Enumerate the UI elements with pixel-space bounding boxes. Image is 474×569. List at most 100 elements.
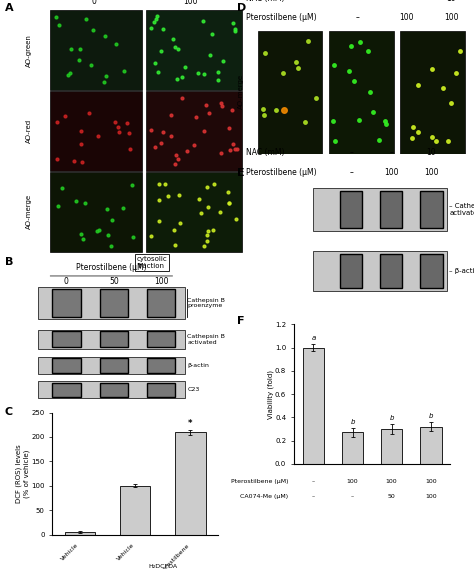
Text: – β-actin: – β-actin	[449, 268, 474, 274]
Text: NAC (mM): NAC (mM)	[246, 0, 285, 3]
Text: 100: 100	[386, 479, 398, 484]
FancyBboxPatch shape	[147, 383, 175, 397]
Text: 100: 100	[384, 168, 399, 178]
Text: 100: 100	[425, 494, 437, 500]
Y-axis label: Viability (fold): Viability (fold)	[267, 369, 273, 419]
FancyBboxPatch shape	[147, 358, 175, 373]
FancyBboxPatch shape	[100, 358, 128, 373]
FancyBboxPatch shape	[38, 330, 185, 348]
Text: b: b	[350, 419, 355, 425]
Text: AO-merge: AO-merge	[26, 194, 32, 229]
Text: –: –	[312, 479, 315, 484]
Text: cytosolic
fraction: cytosolic fraction	[137, 256, 167, 269]
Text: AO-merge: AO-merge	[238, 73, 244, 109]
Text: Pterostilbene (μM): Pterostilbene (μM)	[230, 479, 288, 484]
Text: Vehicle: Vehicle	[116, 543, 135, 562]
FancyBboxPatch shape	[400, 31, 465, 154]
Text: 0: 0	[92, 0, 97, 6]
Y-axis label: DCF (ROS) levels
(% of vehicle): DCF (ROS) levels (% of vehicle)	[16, 444, 29, 503]
Text: 50: 50	[109, 278, 118, 286]
Text: 50: 50	[388, 494, 395, 500]
Text: β-actin: β-actin	[187, 363, 209, 368]
Bar	[175, 432, 206, 535]
FancyBboxPatch shape	[420, 254, 443, 288]
Bar	[64, 533, 95, 535]
Text: b: b	[390, 415, 394, 421]
Text: A: A	[5, 3, 13, 13]
FancyBboxPatch shape	[100, 383, 128, 397]
Text: 10: 10	[427, 149, 436, 158]
Text: –: –	[405, 0, 409, 3]
Text: H₂DCFDA: H₂DCFDA	[148, 564, 177, 569]
Text: 100: 100	[346, 479, 358, 484]
FancyBboxPatch shape	[52, 289, 81, 318]
FancyBboxPatch shape	[38, 381, 185, 398]
FancyBboxPatch shape	[380, 254, 402, 288]
FancyBboxPatch shape	[146, 172, 242, 252]
FancyBboxPatch shape	[38, 287, 185, 319]
Text: b: b	[428, 413, 433, 419]
Text: –: –	[349, 149, 353, 158]
Text: – Cathepsin B
activated: – Cathepsin B activated	[449, 203, 474, 216]
Text: –: –	[389, 149, 393, 158]
FancyBboxPatch shape	[146, 91, 242, 171]
FancyBboxPatch shape	[38, 357, 185, 374]
Text: –: –	[356, 0, 360, 3]
FancyBboxPatch shape	[50, 10, 142, 90]
Text: –: –	[349, 168, 353, 178]
Text: 100: 100	[424, 168, 438, 178]
Bar	[420, 427, 441, 464]
Text: 100: 100	[400, 13, 414, 22]
Text: B: B	[5, 257, 13, 267]
Text: a: a	[311, 335, 316, 341]
FancyBboxPatch shape	[100, 289, 128, 318]
FancyBboxPatch shape	[52, 383, 81, 397]
Bar	[120, 486, 150, 535]
FancyBboxPatch shape	[100, 331, 128, 347]
Text: 100: 100	[444, 13, 459, 22]
Text: 100: 100	[183, 0, 197, 6]
FancyBboxPatch shape	[313, 251, 447, 291]
Text: AO-red: AO-red	[26, 119, 32, 143]
FancyBboxPatch shape	[340, 191, 362, 228]
FancyBboxPatch shape	[258, 31, 322, 154]
FancyBboxPatch shape	[147, 289, 175, 318]
FancyBboxPatch shape	[313, 188, 447, 231]
Text: NAC (mM): NAC (mM)	[246, 149, 285, 158]
Text: Pterostilbene (μM): Pterostilbene (μM)	[76, 263, 146, 272]
FancyBboxPatch shape	[329, 31, 393, 154]
Text: AO-green: AO-green	[26, 34, 32, 67]
FancyBboxPatch shape	[50, 91, 142, 171]
Text: Pterostilbene (μM): Pterostilbene (μM)	[246, 13, 317, 22]
FancyBboxPatch shape	[146, 10, 242, 90]
Text: 0: 0	[64, 278, 69, 286]
FancyBboxPatch shape	[340, 254, 362, 288]
Text: –: –	[312, 494, 315, 500]
FancyBboxPatch shape	[147, 331, 175, 347]
Bar	[381, 429, 402, 464]
Text: C: C	[5, 407, 13, 417]
FancyBboxPatch shape	[380, 191, 402, 228]
Text: 100: 100	[154, 278, 168, 286]
Text: Pterostilbene: Pterostilbene	[157, 543, 191, 569]
Text: C23: C23	[187, 387, 200, 392]
Text: Pterostilbene (μM): Pterostilbene (μM)	[246, 168, 317, 178]
FancyBboxPatch shape	[50, 172, 142, 252]
Text: –: –	[356, 13, 360, 22]
FancyBboxPatch shape	[420, 191, 443, 228]
Bar	[342, 432, 363, 464]
Bar	[303, 348, 324, 464]
Text: Cathepsin B
proenzyme: Cathepsin B proenzyme	[187, 298, 225, 308]
Text: D: D	[237, 3, 246, 13]
FancyBboxPatch shape	[52, 358, 81, 373]
Text: *: *	[188, 419, 192, 428]
Text: CA074-Me (μM): CA074-Me (μM)	[240, 494, 288, 500]
Text: 10: 10	[447, 0, 456, 3]
Text: F: F	[237, 316, 245, 326]
Text: Vehicle: Vehicle	[60, 543, 80, 562]
Text: –: –	[351, 494, 354, 500]
FancyBboxPatch shape	[52, 331, 81, 347]
Text: E: E	[237, 168, 245, 178]
Text: 100: 100	[425, 479, 437, 484]
Text: Cathepsin B
activated: Cathepsin B activated	[187, 334, 225, 345]
